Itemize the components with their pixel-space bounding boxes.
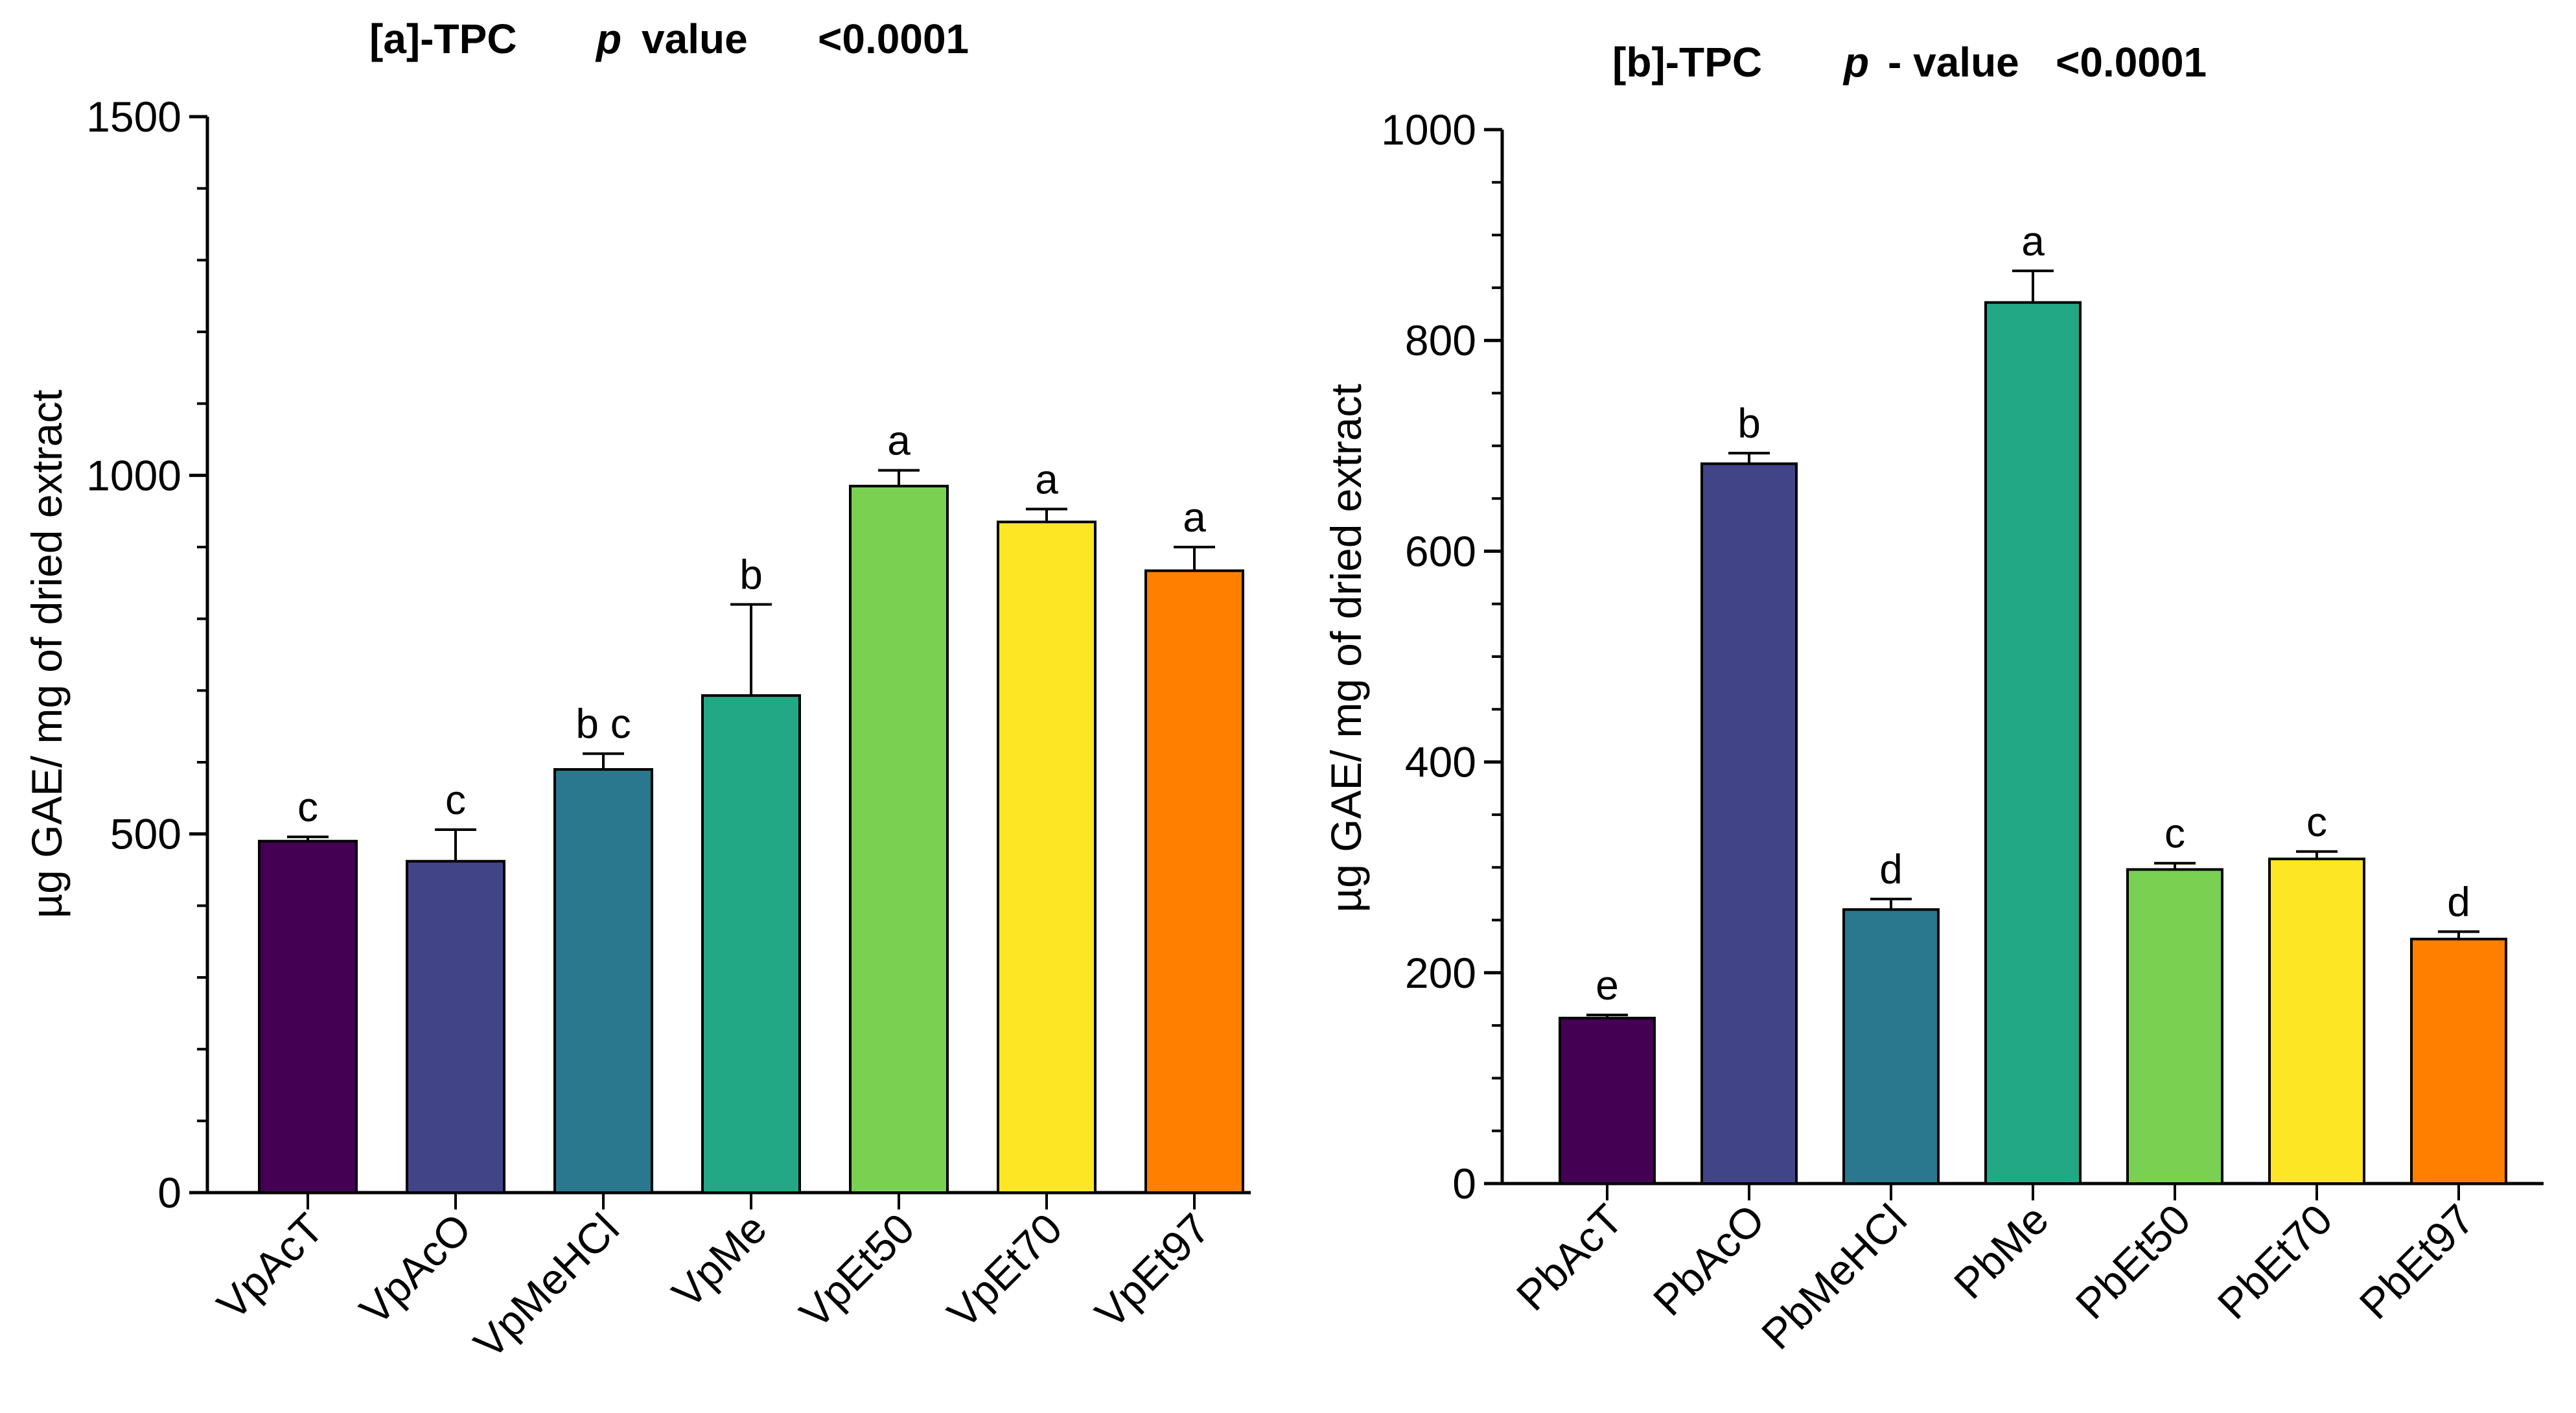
chart-b-category-label: PbEt50 <box>2066 1195 2199 1328</box>
chart-a-significance-label: c <box>297 784 318 830</box>
chart-b-significance-label: a <box>2021 218 2045 264</box>
chart-b-ytick-label: 200 <box>1405 949 1476 997</box>
chart-b-title-value: - value <box>1888 39 2019 86</box>
chart-b-bar <box>1984 301 2082 1185</box>
chart-a-significance-label: b <box>739 552 763 598</box>
chart-b-title-pvalue: <0.0001 <box>2056 39 2207 86</box>
chart-a-bar <box>406 859 505 1194</box>
chart-a-significance-label: a <box>887 417 911 464</box>
chart-a-title-p: p <box>595 16 621 62</box>
chart-b-title-p: p <box>1842 39 1869 86</box>
chart-b-bar <box>1842 908 1940 1185</box>
chart-a-bar <box>849 484 949 1194</box>
chart-b-category-label: PbEt70 <box>2208 1195 2341 1328</box>
chart-a-bar <box>258 839 358 1194</box>
chart-b-category-label: PbMeHCl <box>1752 1195 1916 1359</box>
chart-a-significance-label: c <box>445 777 466 823</box>
chart-a-ylabel: µg GAE/ mg of dried extract <box>23 390 71 918</box>
chart-a-category-label: VpAcT <box>208 1204 332 1329</box>
chart-a-ytick-label: 1500 <box>86 93 181 141</box>
chart-b-significance-label: d <box>2447 878 2470 925</box>
chart-b-category-label: PbAcO <box>1644 1195 1774 1325</box>
chart-b-bar <box>1700 462 1798 1185</box>
chart-a-category-label: VpEt70 <box>938 1204 1071 1337</box>
chart-a-ytick-label: 500 <box>110 810 181 858</box>
chart-b-ytick-label: 1000 <box>1381 106 1476 154</box>
chart-a-plot: 0 500 1000 1500 c VpAcT c VpAcO b c VpMeHCl b VpMe a… <box>86 93 1251 1368</box>
chart-b-ytick-label: 600 <box>1405 527 1476 575</box>
chart-b-category-label: PbEt97 <box>2350 1195 2483 1328</box>
chart-a-significance-label: a <box>1183 494 1206 541</box>
chart-a-bar <box>1144 569 1244 1194</box>
chart-a-category-label: VpMe <box>663 1204 776 1317</box>
chart-a-bar <box>701 694 801 1194</box>
chart-b-bar <box>2126 868 2223 1185</box>
chart-a-category-label: VpEt97 <box>1085 1204 1218 1337</box>
chart-b-ytick-label: 400 <box>1405 738 1476 786</box>
chart-b-significance-label: d <box>1879 846 1903 893</box>
chart-a-category-label: VpMeHCl <box>465 1204 628 1368</box>
chart-b-significance-label: e <box>1595 962 1619 1009</box>
chart-b-significance-label: c <box>2306 799 2327 845</box>
chart-b-bar <box>1559 1016 1656 1185</box>
chart-b-title-label: [b]-TPC <box>1612 39 1762 86</box>
chart-a-bar <box>553 768 653 1194</box>
chart-b-category-label: PbMe <box>1945 1195 2058 1308</box>
chart-b-plot: 0 200 400 600 800 1000 e PbAcT b PbAcO d PbMeHCl a Pb… <box>1381 106 2544 1359</box>
chart-a-category-label: VpAcO <box>351 1204 480 1334</box>
chart-a-title-label: [a]-TPC <box>369 16 517 62</box>
chart-b-significance-label: b <box>1737 400 1761 447</box>
chart-b-bar <box>2410 937 2507 1185</box>
chart-a-bar <box>997 520 1097 1194</box>
chart-b-ylabel: µg GAE/ mg of dried extract <box>1322 384 1370 913</box>
chart-b-category-label: PbAcT <box>1507 1195 1632 1320</box>
chart-b-significance-label: c <box>2164 810 2185 857</box>
chart-a-ytick-label: 0 <box>157 1169 181 1217</box>
chart-a-category-label: VpEt50 <box>790 1204 923 1337</box>
chart-a-title-value: value <box>642 16 748 62</box>
chart-a-title-pvalue: <0.0001 <box>818 16 969 62</box>
chart-b-ytick-label: 0 <box>1452 1160 1476 1208</box>
chart-a-significance-label: b c <box>575 701 631 747</box>
chart-a-ytick-label: 1000 <box>86 451 181 499</box>
chart-b-ytick-label: 800 <box>1405 316 1476 364</box>
chart-a-significance-label: a <box>1035 456 1058 502</box>
chart-b-bar <box>2268 858 2365 1185</box>
